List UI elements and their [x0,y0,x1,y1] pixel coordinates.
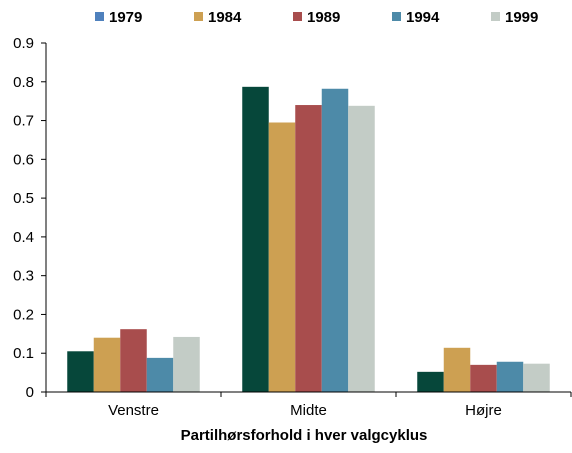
legend-swatch-1989 [293,12,302,21]
bar-1999-Midte [348,105,375,392]
legend-label: 1984 [208,9,242,26]
y-tick-label: 0.7 [13,113,34,130]
bar-1984-Venstre [93,337,121,392]
bar-1989-Højre [470,364,497,392]
bar-1999-Venstre [173,336,200,392]
legend-label: 1989 [307,9,340,26]
bar-1979-Venstre [67,351,94,392]
legend-swatch-1999 [491,12,500,21]
y-tick-label: 0.8 [13,74,34,91]
y-tick-label: 0.6 [13,151,34,168]
y-tick-label: 0.3 [13,268,34,285]
bar-1979-Højre [417,371,444,392]
y-tick-label: 0.4 [13,229,34,246]
bar-1989-Venstre [120,329,147,392]
y-tick-label: 0.9 [13,35,34,52]
y-tick-label: 0 [26,384,34,401]
bar-1984-Højre [443,347,471,392]
bar-1994-Venstre [146,357,174,392]
x-axis: Venstre Midte Højre [45,391,572,419]
y-axis: 0 0.1 0.2 0.3 0.4 0.5 0.6 0.7 0.8 0.9 [13,35,47,401]
legend-label: 1994 [406,9,440,26]
y-tick-label: 0.2 [13,306,34,323]
category-label: Venstre [108,402,159,419]
y-tick-label: 0.1 [13,345,34,362]
x-axis-title: Partilhørsforhold i hver valgcyklus [181,427,428,444]
bars [67,86,550,393]
bar-1984-Midte [268,122,296,392]
legend-swatch-1994 [392,12,401,21]
legend-label: 1979 [109,9,142,26]
bar-1999-Højre [523,363,550,392]
legend: 1979 1984 1989 1994 1999 [95,9,538,26]
category-label: Midte [290,402,327,419]
bar-1979-Midte [242,86,269,393]
category-label: Højre [465,402,502,419]
bar-1994-Højre [496,361,524,392]
legend-swatch-1984 [194,12,203,21]
legend-swatch-1979 [95,12,104,21]
y-tick-label: 0.5 [13,190,34,207]
bar-1989-Midte [295,105,322,393]
bar-1994-Midte [321,88,349,392]
legend-label: 1999 [505,9,538,26]
